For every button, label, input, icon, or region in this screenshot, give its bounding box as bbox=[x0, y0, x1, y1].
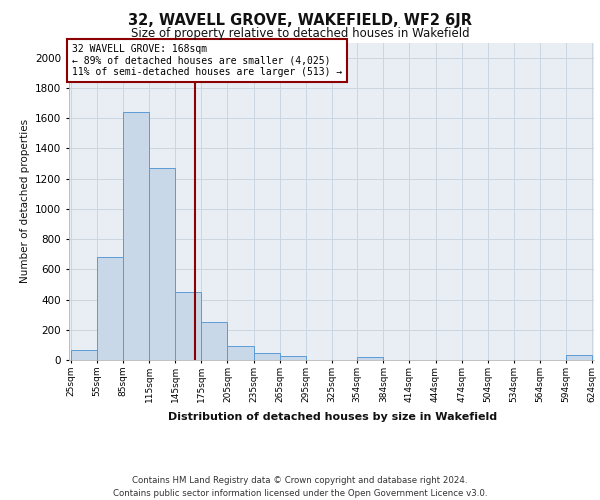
Text: Contains HM Land Registry data © Crown copyright and database right 2024.
Contai: Contains HM Land Registry data © Crown c… bbox=[113, 476, 487, 498]
Bar bbox=[357, 357, 383, 360]
Bar bbox=[227, 346, 254, 360]
Text: 32, WAVELL GROVE, WAKEFIELD, WF2 6JR: 32, WAVELL GROVE, WAKEFIELD, WF2 6JR bbox=[128, 12, 472, 28]
Bar bbox=[123, 112, 149, 360]
Bar bbox=[175, 292, 202, 360]
Y-axis label: Number of detached properties: Number of detached properties bbox=[20, 119, 29, 284]
Text: 32 WAVELL GROVE: 168sqm
← 89% of detached houses are smaller (4,025)
11% of semi: 32 WAVELL GROVE: 168sqm ← 89% of detache… bbox=[71, 44, 342, 78]
Bar bbox=[280, 356, 306, 360]
Bar bbox=[149, 168, 175, 360]
Bar bbox=[566, 356, 592, 360]
Text: Distribution of detached houses by size in Wakefield: Distribution of detached houses by size … bbox=[169, 412, 497, 422]
Bar bbox=[97, 257, 123, 360]
Text: Size of property relative to detached houses in Wakefield: Size of property relative to detached ho… bbox=[131, 28, 469, 40]
Bar bbox=[202, 322, 227, 360]
Bar bbox=[71, 350, 97, 360]
Bar bbox=[254, 353, 280, 360]
